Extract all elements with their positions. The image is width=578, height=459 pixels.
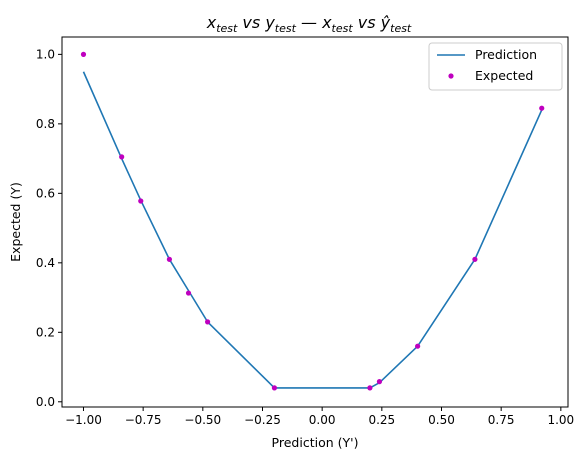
expected-point [138, 198, 144, 204]
legend-label-prediction: Prediction [475, 47, 537, 62]
x-tick-label: 0.25 [368, 413, 395, 427]
legend-marker-swatch [448, 73, 454, 79]
expected-point [271, 385, 278, 391]
prediction-line [82, 71, 543, 389]
x-tick-label: 0.75 [488, 413, 515, 427]
y-tick-label: 0.4 [36, 256, 55, 270]
expected-point [472, 256, 478, 262]
x-tick-label: −1.00 [65, 413, 102, 427]
expected-point [119, 154, 125, 160]
plot-frame [61, 36, 569, 408]
y-tick-label: 0.2 [36, 325, 55, 339]
y-axis-label: Expected (Y) [8, 182, 23, 262]
x-tick-label: −0.50 [184, 413, 221, 427]
x-tick-label: −0.75 [125, 413, 162, 427]
expected-point [185, 290, 192, 296]
x-axis-label: Prediction (Y') [272, 435, 359, 450]
legend-label-expected: Expected [475, 68, 533, 83]
y-tick-label: 0.0 [36, 395, 55, 409]
expected-point [539, 105, 545, 111]
expected-point [80, 51, 87, 57]
expected-point [204, 319, 211, 325]
x-tick-label: 1.00 [547, 413, 574, 427]
y-tick-label: 0.6 [36, 186, 55, 200]
x-tick-label: 0.00 [309, 413, 336, 427]
expected-point [367, 385, 373, 391]
y-tick-label: 0.8 [36, 117, 55, 131]
chart-title: xtest vs ytest — xtest vs ŷtest [206, 13, 412, 35]
expected-point [376, 379, 383, 385]
x-tick-label: 0.50 [428, 413, 455, 427]
expected-point [415, 343, 421, 349]
y-tick-label: 1.0 [36, 47, 55, 61]
legend: Prediction Expected [428, 42, 563, 91]
x-tick-label: −0.25 [244, 413, 281, 427]
expected-point [166, 256, 173, 262]
